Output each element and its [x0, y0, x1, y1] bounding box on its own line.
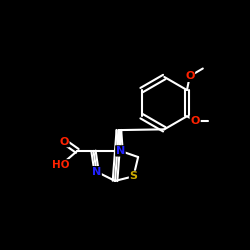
- Text: HO: HO: [52, 160, 70, 170]
- Text: O: O: [190, 116, 200, 126]
- Text: O: O: [60, 137, 69, 147]
- Text: O: O: [190, 116, 200, 126]
- Text: S: S: [130, 171, 138, 181]
- Text: N: N: [92, 167, 101, 177]
- Text: O: O: [185, 71, 194, 81]
- Text: O: O: [185, 71, 194, 81]
- Text: N: N: [116, 146, 125, 156]
